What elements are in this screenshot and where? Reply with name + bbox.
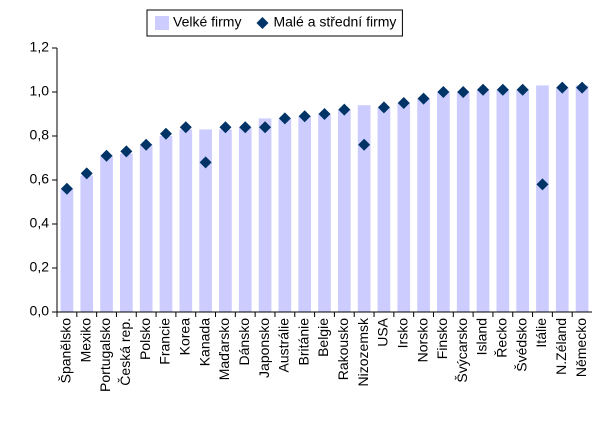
- y-tick-label: 0,0: [30, 303, 50, 319]
- bar: [496, 89, 510, 312]
- bar: [199, 129, 212, 312]
- marker: [259, 121, 272, 134]
- bar: [318, 114, 331, 312]
- bar: [100, 155, 113, 312]
- legend-label: Malé a střední firmy: [273, 14, 396, 30]
- x-tick-label: Maďarsko: [216, 318, 232, 381]
- bar: [377, 107, 391, 313]
- x-tick-label: Mexiko: [77, 318, 93, 363]
- bar: [60, 188, 74, 312]
- y-tick-label: 0,2: [30, 259, 50, 275]
- x-tick-label: Belgie: [315, 318, 331, 357]
- x-tick-label: Portugalsko: [97, 318, 113, 392]
- x-tick-label: Švýcarsko: [454, 318, 470, 383]
- bar: [298, 116, 312, 312]
- x-tick-label: Japonsko: [256, 318, 272, 378]
- bar: [555, 87, 569, 312]
- bar: [575, 85, 589, 313]
- marker: [318, 108, 331, 120]
- bar: [437, 92, 450, 312]
- x-tick-label: Česká rep.: [117, 318, 133, 386]
- bar: [516, 89, 529, 312]
- x-tick-label: Francie: [157, 318, 173, 365]
- marker: [536, 178, 549, 191]
- y-tick-label: 0,6: [30, 171, 50, 187]
- legend-label: Velké firmy: [173, 14, 241, 30]
- legend-swatch: [256, 17, 269, 29]
- marker: [477, 83, 490, 96]
- marker: [120, 145, 133, 158]
- marker: [179, 121, 192, 134]
- x-tick-label: Korea: [176, 318, 192, 356]
- marker: [140, 138, 153, 151]
- marker: [437, 86, 450, 98]
- x-tick-label: Kanada: [196, 318, 212, 366]
- marker: [397, 97, 410, 109]
- x-tick-label: USA: [375, 317, 391, 346]
- marker: [298, 110, 311, 123]
- bar: [238, 127, 252, 312]
- bar: [219, 129, 232, 312]
- marker: [278, 112, 291, 125]
- bar: [357, 105, 371, 312]
- marker: [576, 81, 589, 94]
- legend: Velké firmy Malé a střední firmy: [146, 9, 403, 37]
- marker: [358, 138, 371, 151]
- marker: [496, 83, 509, 96]
- marker: [457, 86, 470, 98]
- x-tick-label: Dánsko: [236, 318, 252, 366]
- x-tick-label: Nizozemsk: [355, 317, 371, 386]
- x-tick-label: Island: [474, 318, 490, 355]
- marker: [159, 127, 172, 140]
- x-tick-label: Rakousko: [335, 318, 351, 380]
- x-tick-label: Itálie: [533, 318, 549, 348]
- x-tick-label: Británie: [295, 318, 311, 366]
- bar: [397, 103, 411, 312]
- bar: [120, 153, 133, 312]
- y-tick-label: 0,4: [30, 215, 50, 231]
- x-tick-label: Německo: [573, 318, 589, 377]
- bar: [159, 136, 173, 312]
- legend-box: [146, 9, 403, 37]
- x-tick-label: Polsko: [137, 318, 153, 360]
- bar: [536, 85, 549, 313]
- x-tick-label: Španělsko: [58, 318, 74, 384]
- marker: [60, 182, 73, 195]
- marker: [516, 83, 529, 96]
- marker: [199, 156, 212, 169]
- bar: [278, 118, 292, 313]
- y-tick-label: 0,8: [30, 127, 50, 143]
- marker: [100, 149, 113, 162]
- x-tick-label: Norsko: [414, 318, 430, 363]
- marker: [417, 92, 430, 105]
- marker: [377, 101, 390, 114]
- bar: [139, 144, 153, 312]
- bar: [179, 129, 193, 312]
- bar: [476, 89, 490, 312]
- legend-swatch: [155, 16, 169, 30]
- x-tick-label: Austrálie: [276, 318, 292, 373]
- y-tick-label: 1,0: [30, 83, 50, 99]
- bar: [258, 118, 272, 313]
- bar: [417, 98, 430, 312]
- marker: [219, 121, 232, 134]
- x-tick-label: Irsko: [394, 318, 410, 349]
- bar: [337, 109, 351, 312]
- marker: [338, 103, 351, 116]
- bar: [80, 175, 94, 312]
- marker: [556, 81, 569, 94]
- marker: [80, 167, 93, 180]
- y-tick-label: 1,2: [30, 39, 50, 55]
- x-tick-label: Řecko: [494, 318, 510, 358]
- bar: [456, 92, 470, 312]
- x-tick-label: Švédsko: [513, 318, 529, 372]
- marker: [239, 121, 252, 134]
- x-tick-label: N.Zéland: [553, 318, 569, 375]
- x-tick-label: Finsko: [434, 318, 450, 359]
